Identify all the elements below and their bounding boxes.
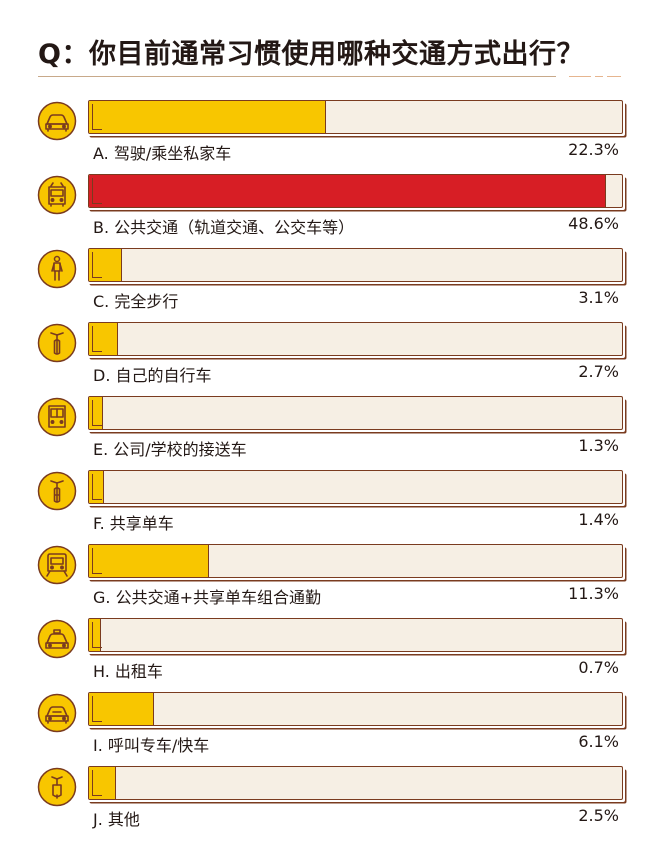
shuttle-bus-icon <box>37 397 77 437</box>
bar-row: I. 呼叫专车/快车 6.1% <box>0 692 660 766</box>
bar-inner-stroke <box>92 770 102 796</box>
value-label: 48.6% <box>568 214 619 233</box>
bar-mark <box>89 693 154 725</box>
value-label: 11.3% <box>568 584 619 603</box>
title-dash-1 <box>569 76 591 77</box>
value-label: 0.7% <box>578 658 619 677</box>
pedestrian-icon <box>37 249 77 289</box>
bar-inner-stroke <box>92 696 102 722</box>
bus-icon <box>37 175 77 215</box>
category-label: I. 呼叫专车/快车 <box>93 736 210 755</box>
category-label: A. 驾驶/乘坐私家车 <box>93 144 232 163</box>
bar-mark <box>89 101 327 133</box>
bar-track <box>88 100 623 134</box>
value-label: 3.1% <box>578 288 619 307</box>
bar-mark <box>89 471 104 503</box>
bar-row: C. 完全步行 3.1% <box>0 248 660 322</box>
bar-inner-stroke <box>92 400 102 426</box>
bar-row: H. 出租车 0.7% <box>0 618 660 692</box>
category-label: E. 公司/学校的接送车 <box>93 440 247 459</box>
title-dash-2 <box>595 76 603 77</box>
shared-bike-icon <box>37 471 77 511</box>
category-label: H. 出租车 <box>93 662 163 681</box>
bicycle-icon <box>37 323 77 363</box>
bar-row: F. 共享单车 1.4% <box>0 470 660 544</box>
title-dash-3 <box>607 76 621 77</box>
bar-inner-stroke <box>92 548 102 574</box>
bar-row: J. 其他 2.5% <box>0 766 660 840</box>
value-label: 2.7% <box>578 362 619 381</box>
bar-track <box>88 174 623 208</box>
bar-track <box>88 248 623 282</box>
category-label: G. 公共交通+共享单车组合通勤 <box>93 588 321 607</box>
bar-inner-stroke <box>92 252 102 278</box>
bar-track <box>88 322 623 356</box>
category-label: D. 自己的自行车 <box>93 366 212 385</box>
category-label: B. 公共交通（轨道交通、公交车等） <box>93 218 355 237</box>
bar-mark <box>89 397 103 429</box>
bar-row: D. 自己的自行车 2.7% <box>0 322 660 396</box>
value-label: 1.4% <box>578 510 619 529</box>
taxi-icon <box>37 619 77 659</box>
bar-track <box>88 544 623 578</box>
bar-track <box>88 766 623 800</box>
bar-track <box>88 396 623 430</box>
bar-mark <box>89 175 607 207</box>
bar-mark <box>89 545 210 577</box>
category-label: F. 共享单车 <box>93 514 174 533</box>
bar-row: G. 公共交通+共享单车组合通勤 11.3% <box>0 544 660 618</box>
bar-inner-stroke <box>92 622 102 648</box>
category-label: J. 其他 <box>93 810 140 829</box>
car-icon <box>37 101 77 141</box>
bar-row: E. 公司/学校的接送车 1.3% <box>0 396 660 470</box>
bar-mark <box>89 249 122 281</box>
bar-inner-stroke <box>92 104 102 130</box>
bar-inner-stroke <box>92 474 102 500</box>
bar-mark <box>89 323 118 355</box>
bar-row: B. 公共交通（轨道交通、公交车等） 48.6% <box>0 174 660 248</box>
bar-track <box>88 470 623 504</box>
ride-hailing-car-icon <box>37 693 77 733</box>
bar-inner-stroke <box>92 178 102 204</box>
value-label: 22.3% <box>568 140 619 159</box>
value-label: 1.3% <box>578 436 619 455</box>
bar-inner-stroke <box>92 326 102 352</box>
category-label: C. 完全步行 <box>93 292 179 311</box>
scooter-icon <box>37 767 77 807</box>
bar-mark <box>89 619 102 651</box>
bar-row: A. 驾驶/乘坐私家车 22.3% <box>0 100 660 174</box>
value-label: 6.1% <box>578 732 619 751</box>
chart-title: Q：你目前通常习惯使用哪种交通方式出行？ <box>38 39 584 70</box>
train-icon <box>37 545 77 585</box>
bar-track <box>88 618 623 652</box>
bar-track <box>88 692 623 726</box>
bar-mark <box>89 767 116 799</box>
value-label: 2.5% <box>578 806 619 825</box>
title-divider <box>38 76 556 77</box>
